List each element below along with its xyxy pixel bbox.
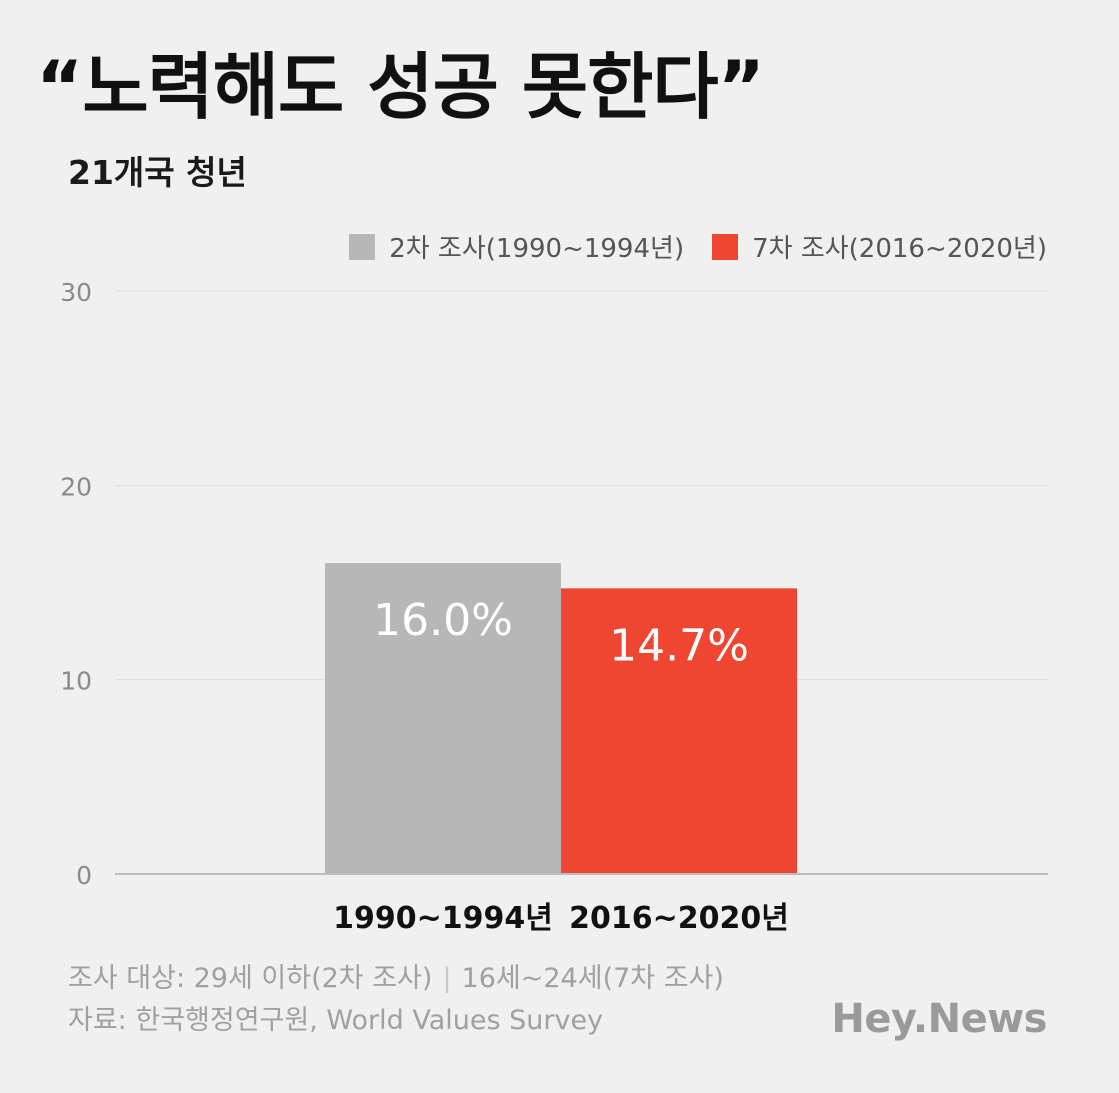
y-tick-label-30: 30 [60, 278, 92, 307]
chart-title: “노력해도 성공 못한다” [36, 45, 765, 129]
legend-item-survey-7: 7차 조사(2016~2020년) [712, 228, 1047, 265]
bar-value-label-1: 16.0% [373, 595, 513, 646]
bar-1 [325, 563, 561, 874]
legend-label-survey-7: 7차 조사(2016~2020년) [752, 234, 1047, 264]
legend-item-survey-2: 2차 조사(1990~1994년) [349, 228, 684, 265]
legend-swatch-survey-7 [712, 233, 739, 260]
legend: 2차 조사(1990~1994년) 7차 조사(2016~2020년) [321, 228, 1047, 265]
y-tick-label-0: 0 [76, 861, 92, 890]
bar-chart: 0 10 20 30 16.0% 1990~1994년 14.7% 2016~2020년 [60, 278, 1048, 936]
chart-subtitle: 21개국 청년 [68, 153, 247, 192]
survey-target-note: 조사 대상: 29세 이하(2차 조사) | 16세~24세(7차 조사) [68, 958, 724, 1000]
survey-target-suffix: 16세~24세(7차 조사) [461, 963, 724, 994]
bar-value-label-2: 14.7% [609, 620, 749, 671]
source-note: 자료: 한국행정연구원, World Values Survey [68, 1005, 604, 1036]
legend-label-survey-2: 2차 조사(1990~1994년) [389, 234, 685, 264]
legend-swatch-survey-2 [349, 233, 376, 260]
x-category-label-1: 1990~1994년 [333, 901, 553, 936]
y-tick-label-10: 10 [60, 667, 92, 696]
note-separator: | [442, 963, 452, 994]
brand-logo: Hey.News [831, 996, 1047, 1042]
survey-target-prefix: 조사 대상: 29세 이하(2차 조사) [68, 963, 433, 994]
bar-2 [561, 588, 797, 874]
footnotes: 조사 대상: 29세 이하(2차 조사) | 16세~24세(7차 조사) 자료: … [68, 958, 724, 1042]
x-category-label-2: 2016~2020년 [569, 901, 789, 936]
y-tick-label-20: 20 [60, 472, 92, 501]
